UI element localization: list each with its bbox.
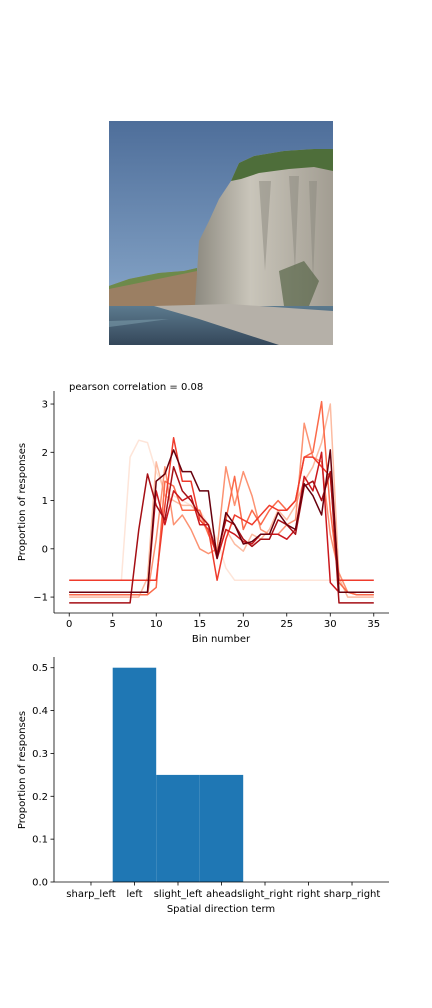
x-tick-label: sharp_left [66, 889, 115, 900]
x-tick-label: slight_right [237, 889, 293, 900]
line-series-3 [69, 422, 374, 596]
y-tick-label: 0.4 [32, 706, 48, 717]
x-tick-label: 25 [280, 619, 293, 630]
y-tick-label: 1 [42, 496, 48, 507]
line-series-4 [69, 400, 374, 596]
x-tick-label: sharp_right [324, 889, 381, 900]
x-tick-label: right [297, 889, 321, 900]
x-tick-label: slight_left [154, 889, 203, 900]
x-axis-label: Bin number [192, 634, 251, 645]
bar-left [112, 667, 157, 882]
y-tick-label: 3 [42, 400, 48, 411]
y-tick-label: 0.2 [32, 792, 48, 803]
x-tick-label: 35 [367, 619, 380, 630]
y-tick-label: 0.3 [32, 749, 48, 760]
x-tick-label: 5 [110, 619, 116, 630]
y-tick-label: 2 [42, 448, 48, 459]
y-axis-label: Proportion of responses [17, 443, 28, 561]
bar-axes: sharp_left left slight_left ahead slight_rig… [32, 657, 389, 900]
bar-slight_left [156, 774, 200, 882]
chart-annotation: pearson correlation = 0.08 [69, 382, 203, 393]
x-tick-label: 15 [193, 619, 206, 630]
line-series-2 [69, 403, 374, 598]
line-series-group [69, 400, 374, 604]
coastal-cliff-photo [109, 121, 333, 345]
x-tick-label: 0 [66, 619, 72, 630]
y-tick-label: 0 [42, 544, 48, 555]
y-axis-label: Proportion of responses [17, 711, 28, 829]
bar-chart: sharp_left left slight_left ahead slight_rig… [17, 657, 389, 915]
x-tick-label: 10 [150, 619, 163, 630]
x-axis-label: Spatial direction term [167, 904, 275, 915]
x-tick-label: left [126, 889, 142, 900]
y-tick-label: 0.1 [32, 835, 48, 846]
line-series-8 [69, 449, 374, 593]
bar-series-group [112, 667, 244, 882]
line-chart: pearson correlation = 0.08 0 5 10 15 20 25 30 3… [17, 382, 389, 645]
y-tick-label: −1 [33, 593, 48, 604]
y-tick-label: 0.5 [32, 663, 48, 674]
x-tick-label: 20 [237, 619, 250, 630]
line-axes: 0 5 10 15 20 25 30 35 −1 0 1 2 3 [33, 391, 389, 630]
x-tick-label: ahead [206, 889, 237, 900]
bar-ahead [199, 774, 244, 882]
y-tick-label: 0.0 [32, 878, 48, 889]
x-tick-label: 30 [324, 619, 337, 630]
